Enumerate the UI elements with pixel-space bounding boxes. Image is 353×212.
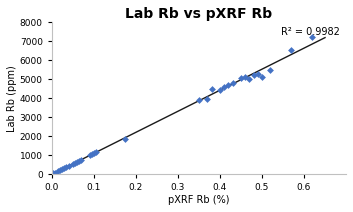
Point (61, 166, 67, 169)
Point (64, 165, 69, 168)
Point (70, 162, 76, 166)
Point (66, 164, 71, 167)
Point (268, 68, 273, 71)
Point (259, 75, 265, 79)
Point (221, 85, 227, 88)
Point (91, 152, 97, 155)
Point (251, 74, 256, 77)
Point (76, 159, 82, 163)
Point (255, 73, 261, 76)
Text: R² = 0.9982: R² = 0.9982 (281, 27, 340, 37)
Point (217, 88, 223, 91)
Point (74, 160, 80, 164)
Point (238, 77, 244, 80)
Point (72, 161, 78, 165)
Point (196, 98, 202, 102)
Point (59, 167, 65, 171)
Point (230, 81, 235, 85)
Point (209, 87, 214, 90)
Point (55, 170, 61, 173)
Point (310, 36, 315, 39)
Point (93, 151, 99, 154)
Point (226, 83, 231, 86)
Y-axis label: Lab Rb (ppm): Lab Rb (ppm) (7, 65, 17, 132)
Point (57, 169, 63, 172)
Point (204, 98, 210, 101)
Point (122, 137, 128, 141)
Point (246, 77, 252, 81)
X-axis label: pXRF Rb (%): pXRF Rb (%) (168, 195, 230, 205)
Point (78, 158, 84, 162)
Point (52, 171, 58, 174)
Title: Lab Rb vs pXRF Rb: Lab Rb vs pXRF Rb (125, 7, 273, 21)
Point (89, 153, 95, 156)
Point (50, 172, 56, 175)
Point (288, 48, 294, 51)
Point (87, 153, 92, 157)
Point (242, 75, 248, 79)
